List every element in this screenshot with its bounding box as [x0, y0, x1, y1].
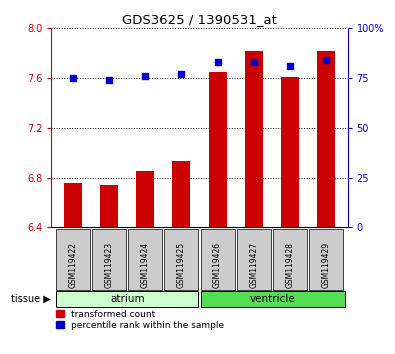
Bar	[136, 171, 154, 227]
Bar	[172, 161, 190, 227]
Bar	[164, 229, 198, 290]
Text: GSM119423: GSM119423	[105, 242, 114, 288]
Text: tissue ▶: tissue ▶	[11, 294, 51, 304]
Point	[178, 71, 184, 77]
Point	[142, 73, 149, 79]
Bar	[100, 185, 118, 227]
Bar	[64, 183, 82, 227]
Bar	[128, 229, 162, 290]
Text: GSM119429: GSM119429	[322, 242, 331, 288]
Bar	[309, 229, 343, 290]
Point	[214, 59, 221, 65]
Bar	[245, 51, 263, 227]
Legend: transformed count, percentile rank within the sample: transformed count, percentile rank withi…	[56, 310, 224, 330]
Bar	[209, 72, 227, 227]
Bar	[237, 229, 271, 290]
Text: GSM119424: GSM119424	[141, 242, 150, 288]
Text: GSM119426: GSM119426	[213, 242, 222, 288]
Bar	[56, 291, 198, 307]
Bar	[201, 291, 345, 307]
Point	[323, 57, 329, 63]
Bar	[273, 229, 307, 290]
Bar	[317, 51, 335, 227]
Bar	[281, 77, 299, 227]
Point	[106, 77, 112, 83]
Text: GSM119428: GSM119428	[285, 242, 294, 288]
Text: GSM119425: GSM119425	[177, 242, 186, 288]
Point	[70, 75, 76, 81]
Bar	[201, 229, 235, 290]
Text: GSM119427: GSM119427	[249, 242, 258, 288]
Bar	[56, 229, 90, 290]
Point	[287, 63, 293, 69]
Text: ventricle: ventricle	[250, 294, 296, 304]
Title: GDS3625 / 1390531_at: GDS3625 / 1390531_at	[122, 13, 277, 26]
Bar	[92, 229, 126, 290]
Text: atrium: atrium	[110, 294, 145, 304]
Point	[250, 59, 257, 65]
Text: GSM119422: GSM119422	[68, 242, 77, 288]
